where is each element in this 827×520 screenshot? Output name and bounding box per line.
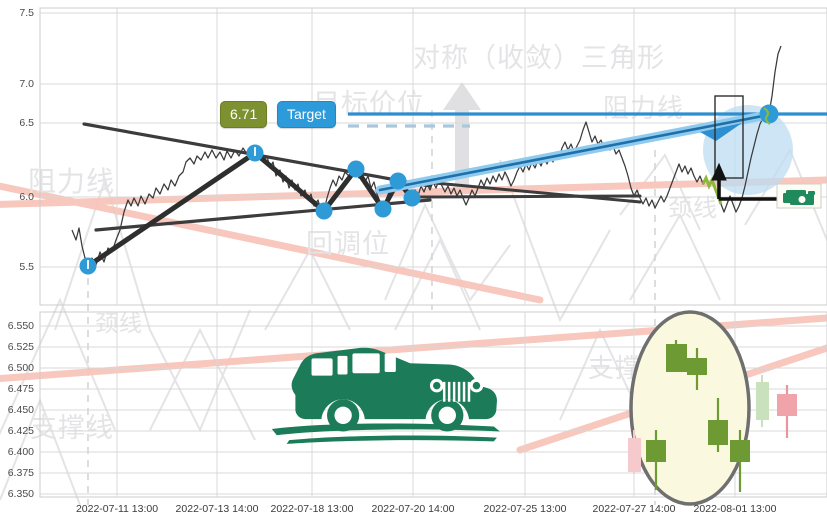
xtick-1: 2022-07-13 14:00 xyxy=(175,503,259,515)
price-ytick-4: 5.5 xyxy=(19,261,34,273)
candle-body xyxy=(646,440,666,462)
xtick-5: 2022-07-27 14:00 xyxy=(592,503,676,515)
candle-faded-group xyxy=(628,375,769,473)
target-label-badge[interactable]: Target xyxy=(277,101,336,128)
target-value-badge[interactable]: 6.71 xyxy=(220,101,268,128)
xtick-3: 2022-07-20 14:00 xyxy=(371,503,455,515)
candle-body xyxy=(708,420,728,445)
xtick-2: 2022-07-18 13:00 xyxy=(270,503,354,515)
xtick-0: 2022-07-11 13:00 xyxy=(75,503,159,515)
trendline-apex-upper xyxy=(411,194,642,199)
volume-ytick-8: 6.350 xyxy=(7,488,34,500)
xtick-6: 2022-08-01 13:00 xyxy=(693,503,777,515)
volume-ytick-3: 6.475 xyxy=(7,383,34,395)
volume-panel-frame xyxy=(39,311,827,498)
xtick-4: 2022-07-25 13:00 xyxy=(483,503,567,515)
volume-ytick-2: 6.500 xyxy=(7,362,34,374)
breakout-arrow-icon xyxy=(700,123,742,141)
pivot-dot xyxy=(315,202,333,220)
watermark-6: 颈线 xyxy=(95,310,143,336)
watermark-1: 对称（收敛）三角形 xyxy=(413,43,665,73)
pivot-dot xyxy=(347,160,365,178)
breakout-measure-box xyxy=(714,95,744,179)
volume-ytick-6: 6.400 xyxy=(7,446,34,458)
volume-ytick-0: 6.550 xyxy=(7,320,34,332)
breakout-trendline xyxy=(378,113,770,192)
watermark-7: 支撑线 xyxy=(30,413,114,443)
candle-body xyxy=(777,394,797,416)
pivot-dot xyxy=(374,200,392,218)
pivot-dot xyxy=(389,172,407,190)
volume-ytick-1: 6.525 xyxy=(7,341,34,353)
price-line xyxy=(71,45,782,267)
price-ytick-0: 7.5 xyxy=(19,7,34,19)
up-arrow-icon xyxy=(711,162,779,201)
watermark-5: 颈线 xyxy=(668,195,718,222)
ghost-up-arrow-icon xyxy=(443,82,481,190)
price-ytick-3: 6.0 xyxy=(19,191,34,203)
watermark-4: 回调位 xyxy=(306,229,390,259)
volume-ytick-7: 6.375 xyxy=(7,467,34,479)
pivot-dot xyxy=(403,189,421,207)
price-ytick-1: 7.0 xyxy=(19,78,34,90)
volume-ytick-4: 6.450 xyxy=(7,404,34,416)
price-panel-frame xyxy=(39,7,827,306)
volume-ytick-5: 6.425 xyxy=(7,425,34,437)
price-ytick-2: 6.5 xyxy=(19,117,34,129)
watermark-0: 阻力线 xyxy=(28,166,116,197)
candle-group xyxy=(646,340,797,492)
candle-body xyxy=(666,344,687,372)
watermark-3: 阻力线 xyxy=(603,93,685,123)
pink-resistance-line-2 xyxy=(0,176,827,208)
candle-body xyxy=(687,358,707,375)
candle-body xyxy=(730,440,750,462)
trendline-apex-lower xyxy=(411,179,642,204)
